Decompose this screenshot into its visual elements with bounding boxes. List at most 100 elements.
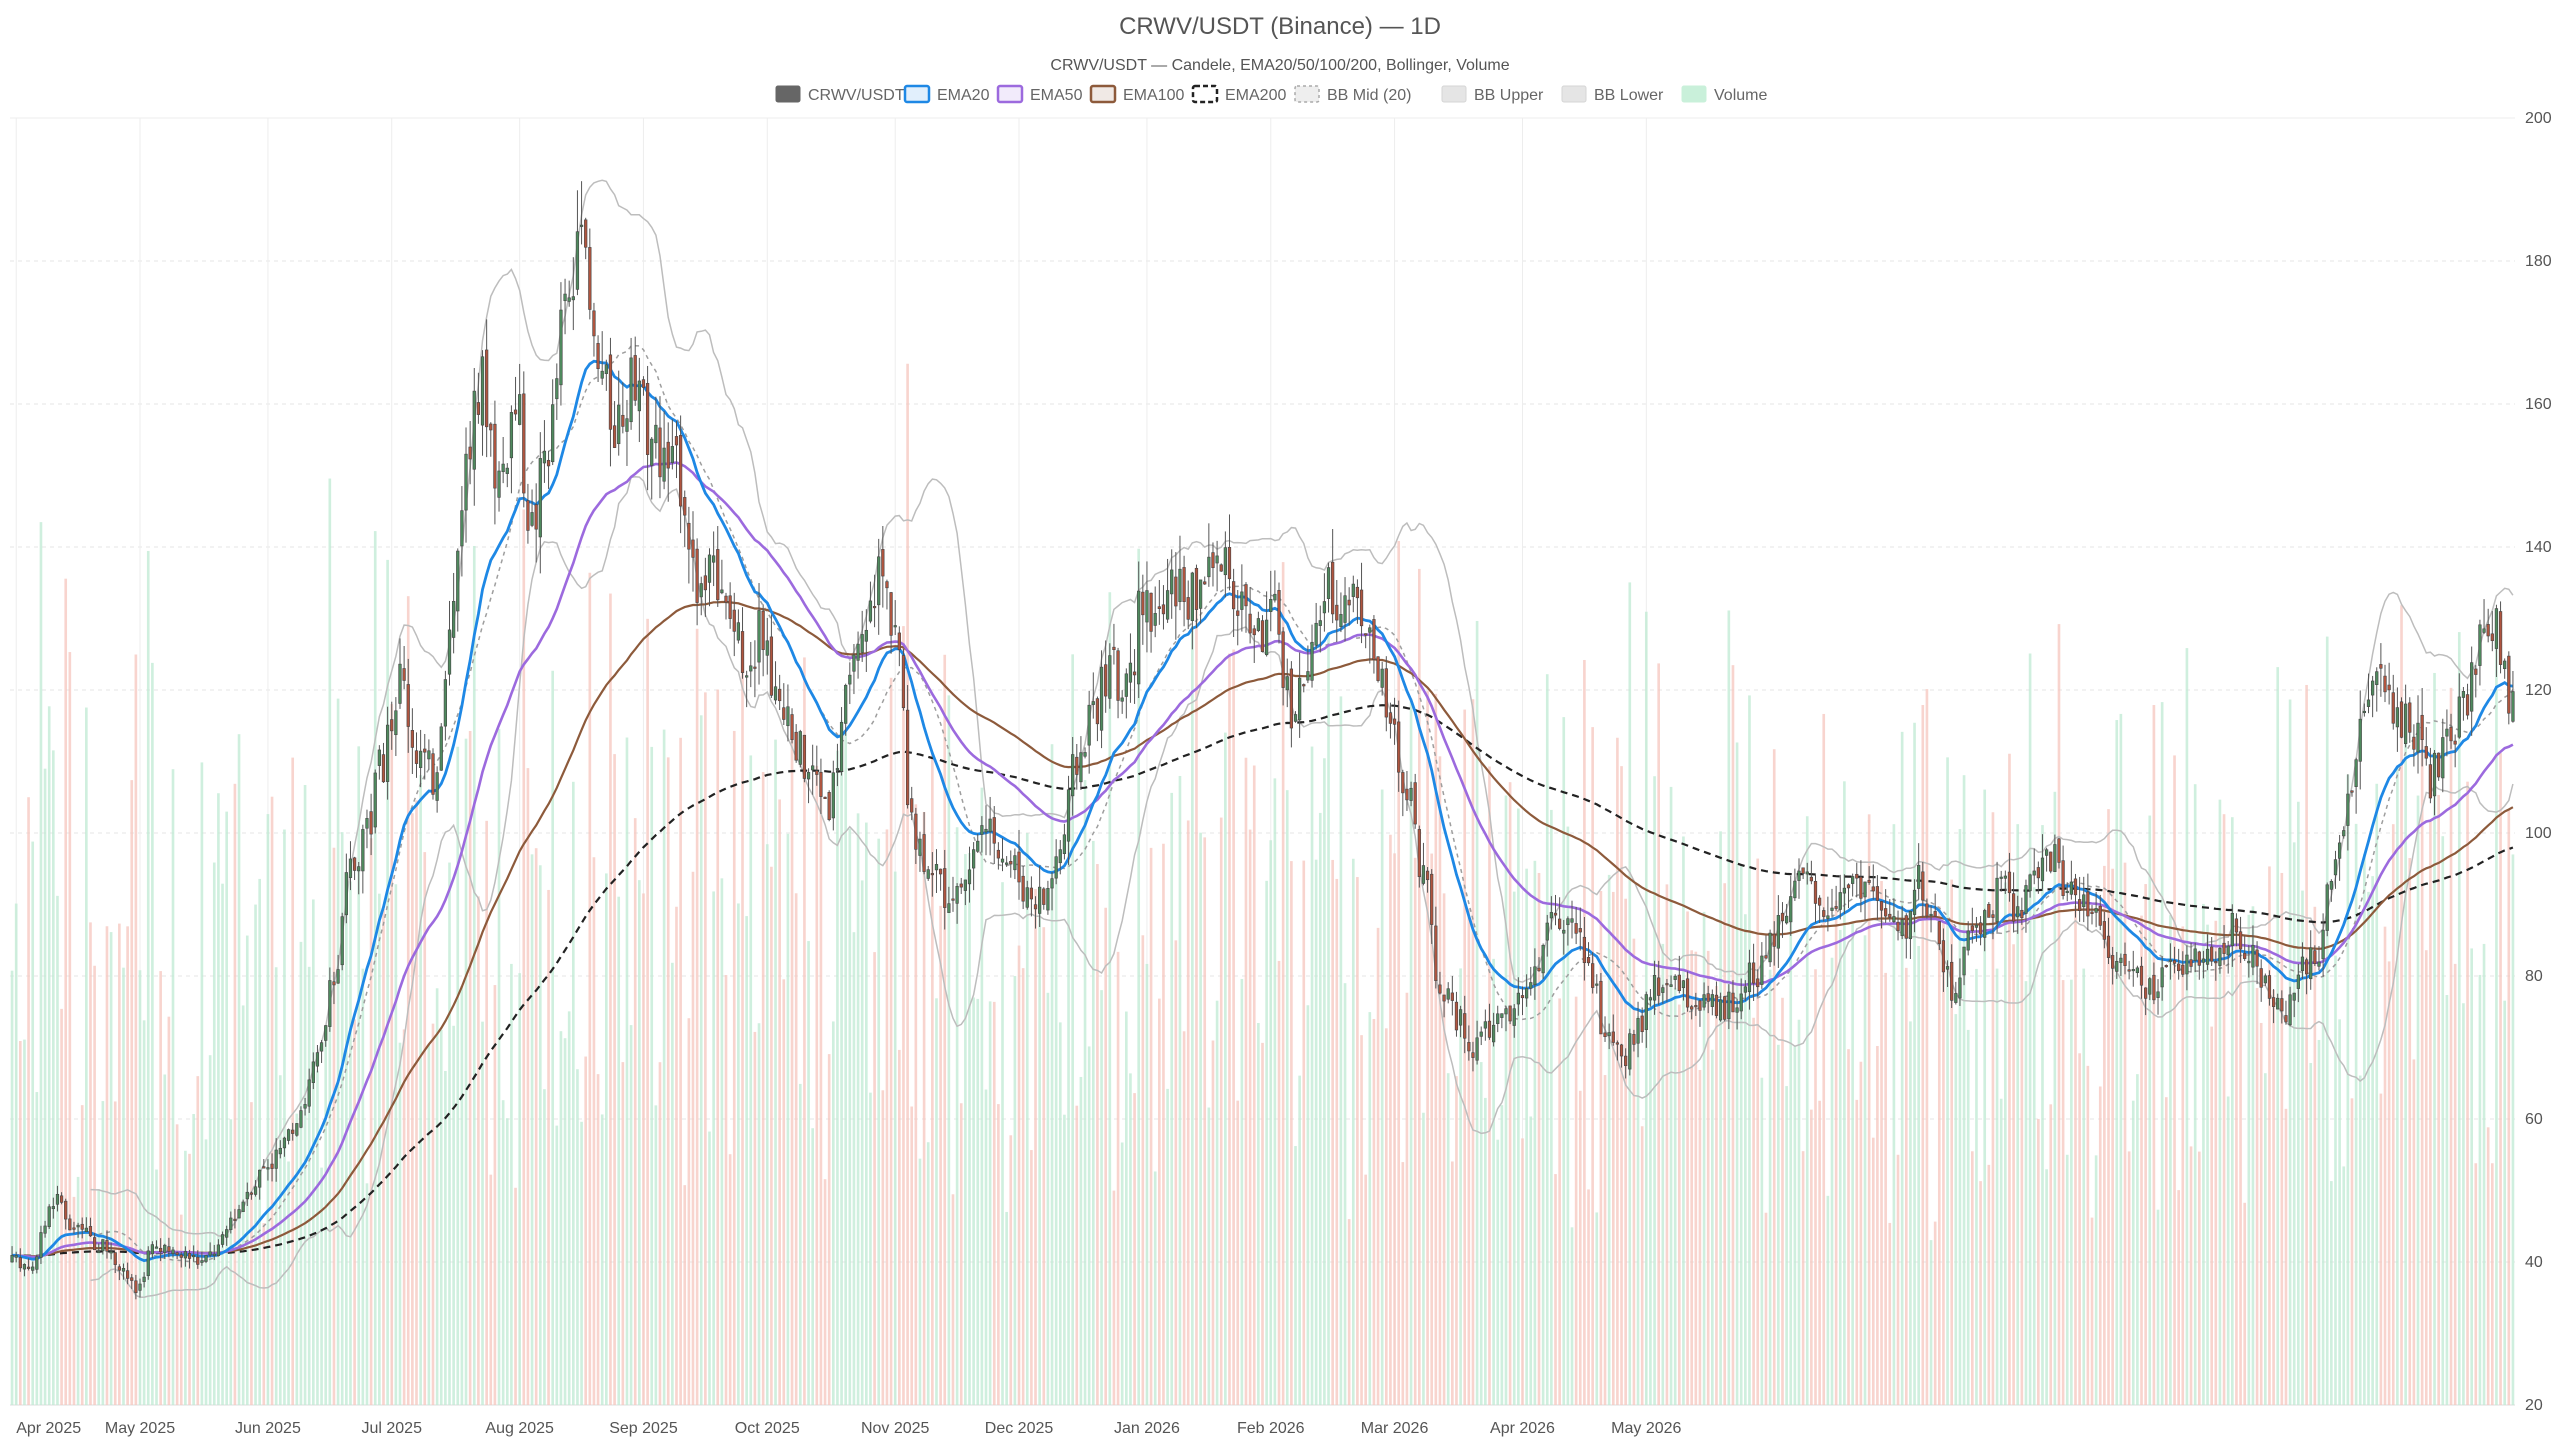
legend-item-crwv-usdt[interactable]: CRWV/USDT	[775, 85, 905, 104]
candle-body	[2474, 668, 2478, 675]
candle-body	[1174, 576, 1178, 607]
candle-body	[1124, 673, 1128, 697]
candle-body	[1908, 910, 1913, 940]
candle-body	[1822, 910, 1826, 917]
candle-body	[1038, 886, 1042, 914]
volume-bar	[1005, 1211, 1008, 1405]
candle-body	[97, 1250, 101, 1254]
volume-bar	[2090, 1217, 2094, 1405]
volume-bar	[997, 1104, 1000, 1405]
volume-bar	[1009, 1135, 1013, 1405]
candle-body	[1211, 552, 1215, 569]
volume-bar	[2214, 920, 2218, 1405]
legend-item-ema50[interactable]: EMA50	[996, 84, 1083, 104]
legend-item-ema100[interactable]: EMA100	[1089, 84, 1184, 104]
volume-bar	[1686, 911, 1689, 1405]
volume-bar	[1863, 935, 1867, 1405]
candle-body	[2428, 764, 2433, 799]
candle-body	[769, 636, 774, 696]
volume-bar	[1566, 826, 1570, 1405]
candle-body	[1912, 889, 1917, 915]
candle-body	[938, 868, 943, 875]
candle-body	[431, 753, 435, 795]
candle-body	[1851, 876, 1855, 884]
legend-item-ema200[interactable]: EMA200	[1191, 84, 1286, 104]
candle-body	[1599, 980, 1603, 1035]
volume-bar	[2008, 753, 2011, 1405]
candle-body	[2280, 998, 2284, 1012]
volume-bar	[959, 1103, 963, 1405]
candle-body	[778, 688, 782, 702]
volume-bar	[543, 1089, 546, 1405]
volume-bar	[1772, 749, 1776, 1405]
volume-bar	[902, 626, 905, 1405]
volume-bar	[547, 889, 550, 1405]
candle-body	[1747, 962, 1752, 993]
candle-body	[2494, 608, 2499, 649]
volume-bar	[1492, 958, 1495, 1405]
volume-bar	[1236, 1100, 1240, 1405]
volume-bar	[712, 891, 715, 1405]
candle-body	[2457, 696, 2461, 738]
legend-item-bb-lower[interactable]: BB Lower	[1561, 85, 1664, 104]
candle-body	[2119, 957, 2123, 963]
volume-bar	[567, 1011, 571, 1405]
volume-bar	[163, 1074, 167, 1405]
volume-bar	[1393, 853, 1396, 1405]
ema200-line	[12, 704, 2514, 1257]
legend-swatch	[1191, 84, 1219, 104]
candle-body	[460, 510, 464, 547]
volume-bar	[2131, 1100, 2135, 1405]
volume-bar	[2387, 961, 2391, 1405]
volume-bar	[93, 965, 96, 1405]
volume-bar	[2239, 927, 2242, 1405]
legend-item-volume[interactable]: Volume	[1681, 85, 1767, 104]
candle-body	[348, 858, 353, 878]
volume-bar	[340, 832, 344, 1405]
legend-item-bb-mid-20-[interactable]: BB Mid (20)	[1294, 85, 1411, 104]
volume-bar	[984, 1089, 988, 1405]
volume-bar	[307, 966, 311, 1405]
candle-body	[2053, 844, 2057, 873]
candle-body	[1306, 671, 1310, 681]
volume-bar	[1591, 727, 1594, 1405]
candle-body	[2214, 961, 2218, 964]
volume-bar	[1607, 874, 1611, 1405]
candle-body	[728, 595, 732, 619]
volume-bar	[85, 707, 88, 1405]
volume-bar	[184, 1150, 187, 1405]
candle-body	[1813, 880, 1818, 904]
candle-body	[266, 1167, 270, 1170]
candle-body	[538, 458, 542, 538]
volume-bar	[1108, 592, 1112, 1405]
candle-body	[2189, 959, 2193, 967]
candle-body	[1248, 613, 1252, 634]
volume-bar	[1281, 562, 1285, 1405]
volume-bar	[456, 746, 460, 1405]
candle-body	[2123, 953, 2127, 966]
candle-body	[109, 1251, 113, 1254]
volume-bar	[390, 704, 394, 1405]
volume-bar	[869, 1092, 872, 1405]
candle-body	[798, 731, 802, 765]
candle-body	[2024, 885, 2028, 914]
volume-bar	[142, 1020, 146, 1405]
candle-body	[984, 828, 988, 833]
volume-bar	[2070, 979, 2073, 1405]
candle-body	[1797, 870, 1801, 881]
candle-body	[1475, 1037, 1479, 1061]
legend-item-ema20[interactable]: EMA20	[903, 84, 990, 104]
candle-body	[381, 754, 386, 783]
candle-body	[1458, 1009, 1463, 1026]
candle-body	[1265, 619, 1269, 656]
candle-body	[1161, 604, 1166, 615]
volume-bar	[200, 762, 204, 1405]
volume-bar	[2354, 823, 2358, 1405]
candle-body	[501, 463, 505, 473]
volume-bar	[2037, 1118, 2040, 1405]
legend-item-bb-upper[interactable]: BB Upper	[1441, 85, 1544, 104]
volume-bar	[790, 737, 794, 1405]
candle-body	[2247, 960, 2251, 964]
volume-bar	[2408, 858, 2412, 1405]
volume-bar	[1290, 861, 1293, 1405]
